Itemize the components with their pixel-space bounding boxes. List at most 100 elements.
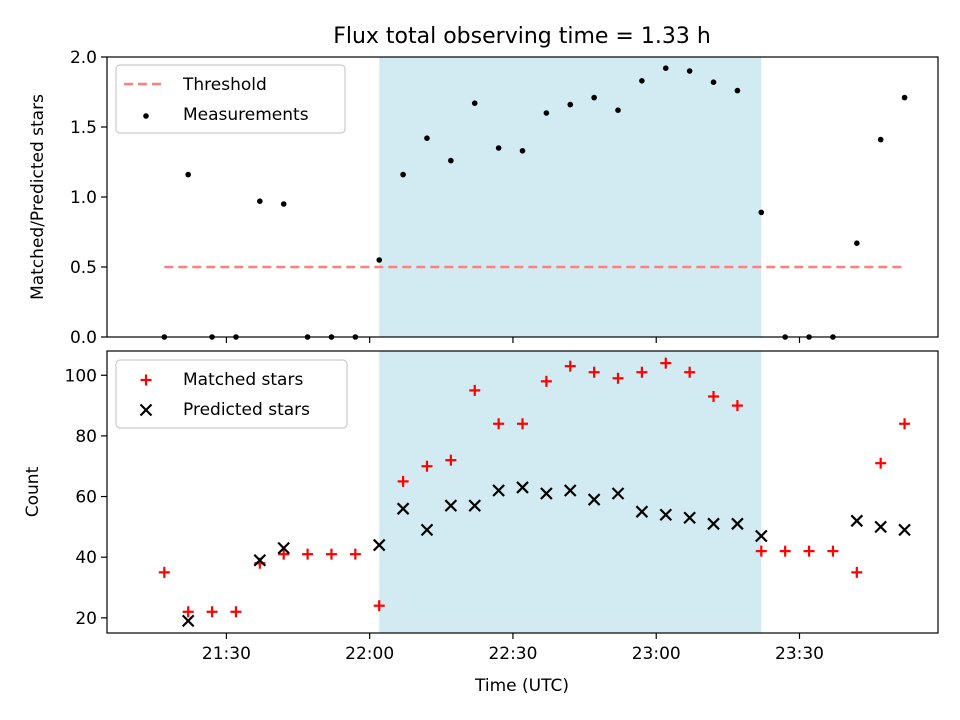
cross-stroke-b — [563, 484, 577, 497]
measurement-point — [854, 240, 860, 246]
y-tick-label: 0.5 — [70, 258, 97, 278]
cross-stroke-b — [253, 553, 267, 567]
measurement-point — [901, 94, 908, 101]
predicted-star-point — [396, 502, 410, 515]
measurement-point — [615, 107, 621, 113]
top-panel-ratio: 0.00.51.01.52.0 Matched/Predicted stars … — [28, 48, 939, 348]
predicted-star-point — [755, 529, 768, 543]
bottom-panel-frame — [106, 350, 939, 634]
matched-star-point — [636, 366, 648, 378]
cross-stroke-b — [611, 487, 625, 500]
matched-star-point — [779, 545, 791, 557]
legend-label: Measurements — [183, 105, 309, 125]
measurement-point — [543, 110, 550, 116]
matched-star-point — [182, 606, 194, 618]
measurement-point — [519, 148, 526, 154]
matched-star-point — [851, 566, 863, 578]
matched-star-point — [278, 548, 290, 560]
matched-star-point — [540, 375, 552, 387]
measurement-point — [376, 257, 383, 263]
predicted-star-point — [277, 541, 290, 555]
predicted-star-point — [468, 499, 482, 512]
predicted-star-point — [898, 523, 911, 537]
matched-star-point — [325, 548, 337, 560]
predicted-star-point — [707, 517, 720, 531]
cross-stroke-b — [540, 487, 553, 500]
matched-star-point — [230, 606, 242, 618]
x-tick-label: 22:00 — [345, 644, 394, 664]
measurement-point — [471, 100, 478, 106]
y-tick-label: 1.5 — [70, 118, 97, 138]
measurement-point — [639, 78, 645, 84]
x-tick-label: 21:30 — [202, 644, 251, 664]
cross-stroke-b — [683, 511, 696, 525]
cross-stroke-b — [277, 541, 290, 555]
matched-star-point — [302, 548, 314, 560]
predicted-star-point — [540, 487, 553, 500]
matched-star-point — [875, 457, 887, 469]
measurement-point — [257, 198, 263, 204]
measurement-point — [662, 65, 669, 71]
measurement-point — [567, 101, 574, 108]
legend-label: Predicted stars — [183, 400, 310, 420]
matched-star-point — [564, 360, 576, 372]
cross-stroke-b — [181, 614, 195, 628]
matched-star-point — [206, 606, 218, 618]
top-panel-marks — [161, 65, 908, 340]
legend-label: Threshold — [182, 75, 267, 95]
measurement-point — [758, 209, 765, 216]
legend-label: Matched stars — [183, 370, 303, 390]
cross-stroke-b — [468, 499, 482, 512]
top-y-axis-label: Matched/Predicted stars — [28, 94, 48, 300]
measurement-point — [710, 79, 717, 85]
measurement-point — [591, 94, 597, 101]
predicted-star-point — [444, 499, 458, 512]
predicted-star-point — [850, 514, 864, 528]
cross-stroke-b — [874, 520, 887, 534]
matched-star-point — [588, 366, 600, 378]
matched-star-point — [827, 545, 839, 557]
predicted-star-point — [181, 614, 195, 628]
y-tick-label: 0.0 — [70, 328, 97, 348]
top-x-axis-ticks — [225, 337, 801, 343]
measurement-point — [877, 136, 884, 143]
matched-star-point — [445, 454, 457, 466]
cross-stroke-b — [587, 493, 601, 506]
matched-star-point — [708, 390, 720, 402]
chart-title: Flux total observing time = 1.33 h — [333, 24, 711, 49]
y-tick-label: 100 — [65, 366, 97, 386]
y-tick-label: 40 — [75, 548, 97, 568]
predicted-star-point — [563, 484, 577, 497]
cross-stroke-b — [898, 523, 911, 537]
predicted-star-point — [611, 487, 625, 500]
matched-star-point — [397, 475, 409, 487]
predicted-star-point — [587, 493, 601, 506]
predicted-star-point — [372, 538, 386, 552]
bottom-y-axis-ticks: 20 40 60 80 100 — [65, 366, 107, 629]
predicted-star-point — [420, 523, 434, 537]
matched-star-point — [660, 357, 672, 369]
matched-star-point — [158, 566, 170, 578]
matched-star-point — [755, 545, 767, 557]
measurement-point — [686, 68, 693, 74]
y-tick-label: 60 — [75, 488, 97, 508]
bottom-x-axis-ticks: 21:30 22:00 22:30 23:00 23:30 — [202, 633, 824, 664]
predicted-star-point — [731, 517, 744, 531]
predicted-star-point — [516, 481, 529, 494]
measurement-point — [424, 135, 430, 141]
matched-star-point — [731, 400, 743, 412]
measurement-point — [185, 171, 191, 178]
predicted-star-point — [659, 508, 673, 522]
observing-window-shade-top — [379, 57, 762, 337]
cross-stroke-b — [850, 514, 864, 528]
measurement-point — [400, 171, 406, 178]
top-legend: Threshold Measurements — [115, 64, 346, 134]
y-tick-label: 80 — [75, 427, 97, 447]
cross-stroke-b — [635, 505, 649, 518]
measurement-point — [448, 157, 454, 164]
matched-star-point — [493, 418, 505, 430]
x-axis-label: Time (UTC) — [474, 676, 569, 696]
top-y-axis-ticks: 0.0 0.5 1.0 1.5 2.0 — [70, 48, 107, 348]
legend-matched-swatch — [140, 374, 152, 386]
